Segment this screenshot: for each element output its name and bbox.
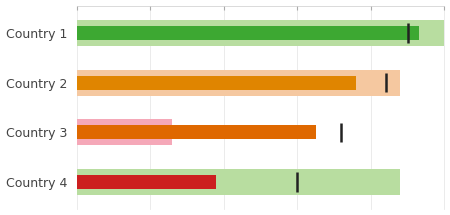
Bar [76,125,316,139]
Bar [76,76,356,90]
Bar [76,175,216,189]
Bar [76,120,172,145]
Bar [76,70,400,95]
Bar [76,169,400,195]
Bar [76,20,445,46]
Bar [76,26,418,40]
